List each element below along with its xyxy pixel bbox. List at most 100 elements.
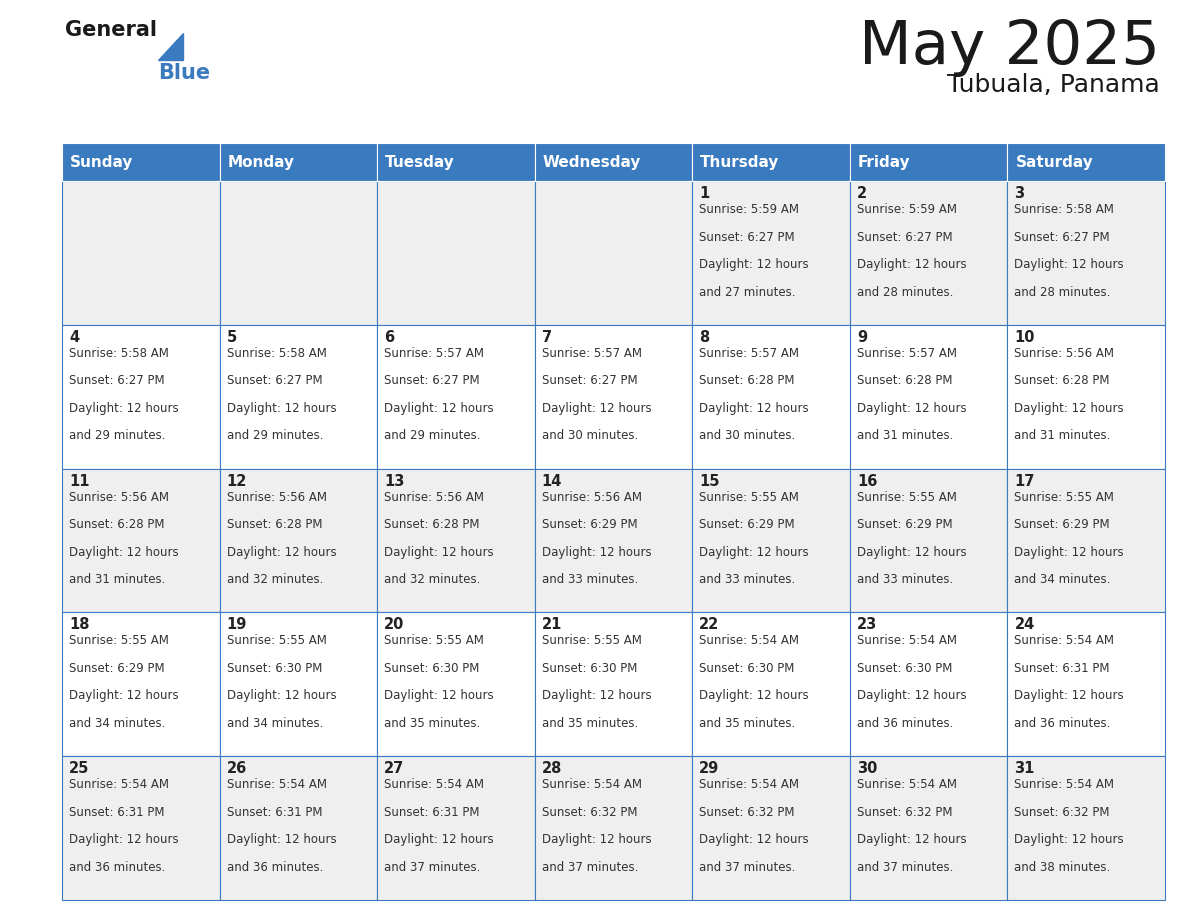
Text: and 34 minutes.: and 34 minutes. — [69, 717, 165, 730]
Bar — [535, 143, 693, 181]
Text: Sunset: 6:30 PM: Sunset: 6:30 PM — [700, 662, 795, 675]
Text: Sunset: 6:27 PM: Sunset: 6:27 PM — [69, 375, 165, 387]
Text: Sunset: 6:31 PM: Sunset: 6:31 PM — [227, 806, 322, 819]
Text: Daylight: 12 hours: Daylight: 12 hours — [1015, 834, 1124, 846]
Bar — [1007, 468, 1165, 612]
Text: Daylight: 12 hours: Daylight: 12 hours — [542, 834, 651, 846]
Text: Daylight: 12 hours: Daylight: 12 hours — [69, 834, 178, 846]
Text: 9: 9 — [857, 330, 867, 345]
Text: Daylight: 12 hours: Daylight: 12 hours — [700, 258, 809, 271]
Bar — [849, 612, 1007, 756]
Text: Daylight: 12 hours: Daylight: 12 hours — [384, 834, 494, 846]
Text: Sunset: 6:28 PM: Sunset: 6:28 PM — [1015, 375, 1110, 387]
Text: Sunrise: 5:54 AM: Sunrise: 5:54 AM — [542, 778, 642, 791]
Text: Sunrise: 5:54 AM: Sunrise: 5:54 AM — [700, 778, 800, 791]
Text: and 36 minutes.: and 36 minutes. — [1015, 717, 1111, 730]
Text: Sunset: 6:27 PM: Sunset: 6:27 PM — [542, 375, 637, 387]
Text: Sunset: 6:27 PM: Sunset: 6:27 PM — [384, 375, 480, 387]
Text: Sunset: 6:30 PM: Sunset: 6:30 PM — [542, 662, 637, 675]
Text: Daylight: 12 hours: Daylight: 12 hours — [227, 402, 336, 415]
Text: Sunset: 6:31 PM: Sunset: 6:31 PM — [1015, 662, 1110, 675]
Bar — [849, 468, 1007, 612]
Text: Sunrise: 5:56 AM: Sunrise: 5:56 AM — [1015, 347, 1114, 360]
Text: 1: 1 — [700, 186, 709, 201]
Text: Sunset: 6:29 PM: Sunset: 6:29 PM — [857, 518, 953, 532]
Text: Daylight: 12 hours: Daylight: 12 hours — [857, 834, 967, 846]
Text: Daylight: 12 hours: Daylight: 12 hours — [69, 545, 178, 559]
Text: Sunset: 6:30 PM: Sunset: 6:30 PM — [857, 662, 953, 675]
Text: and 34 minutes.: and 34 minutes. — [227, 717, 323, 730]
Text: Sunset: 6:28 PM: Sunset: 6:28 PM — [227, 518, 322, 532]
Text: Monday: Monday — [228, 154, 295, 170]
Bar — [220, 468, 377, 612]
Bar — [62, 468, 220, 612]
Text: Sunrise: 5:59 AM: Sunrise: 5:59 AM — [857, 203, 956, 216]
Text: and 30 minutes.: and 30 minutes. — [700, 430, 796, 442]
Bar — [220, 325, 377, 468]
Text: Daylight: 12 hours: Daylight: 12 hours — [227, 689, 336, 702]
Text: 16: 16 — [857, 474, 877, 488]
Text: and 37 minutes.: and 37 minutes. — [542, 861, 638, 874]
Text: and 29 minutes.: and 29 minutes. — [69, 430, 165, 442]
Bar — [62, 181, 220, 325]
Text: Sunset: 6:29 PM: Sunset: 6:29 PM — [69, 662, 165, 675]
Text: Sunrise: 5:56 AM: Sunrise: 5:56 AM — [542, 490, 642, 504]
Text: 19: 19 — [227, 618, 247, 633]
Text: 27: 27 — [384, 761, 404, 777]
Text: 5: 5 — [227, 330, 236, 345]
Text: Sunrise: 5:54 AM: Sunrise: 5:54 AM — [227, 778, 327, 791]
Text: 14: 14 — [542, 474, 562, 488]
Text: and 35 minutes.: and 35 minutes. — [700, 717, 796, 730]
Text: Wednesday: Wednesday — [543, 154, 642, 170]
Bar — [693, 756, 849, 900]
Bar — [693, 612, 849, 756]
Text: Sunrise: 5:55 AM: Sunrise: 5:55 AM — [384, 634, 484, 647]
Text: and 28 minutes.: and 28 minutes. — [857, 285, 953, 298]
Text: and 36 minutes.: and 36 minutes. — [69, 861, 165, 874]
Bar — [220, 181, 377, 325]
Text: and 31 minutes.: and 31 minutes. — [1015, 430, 1111, 442]
Text: Daylight: 12 hours: Daylight: 12 hours — [69, 689, 178, 702]
Text: Daylight: 12 hours: Daylight: 12 hours — [700, 834, 809, 846]
Text: Blue: Blue — [158, 63, 210, 83]
Text: Sunrise: 5:55 AM: Sunrise: 5:55 AM — [1015, 490, 1114, 504]
Text: Sunrise: 5:57 AM: Sunrise: 5:57 AM — [384, 347, 485, 360]
Text: 20: 20 — [384, 618, 405, 633]
Text: Sunset: 6:27 PM: Sunset: 6:27 PM — [227, 375, 322, 387]
Text: and 33 minutes.: and 33 minutes. — [700, 573, 796, 586]
Text: 18: 18 — [69, 618, 89, 633]
Text: Friday: Friday — [858, 154, 910, 170]
Text: and 28 minutes.: and 28 minutes. — [1015, 285, 1111, 298]
Bar — [220, 143, 377, 181]
Text: Sunset: 6:29 PM: Sunset: 6:29 PM — [542, 518, 637, 532]
Text: and 35 minutes.: and 35 minutes. — [542, 717, 638, 730]
Text: Daylight: 12 hours: Daylight: 12 hours — [857, 402, 967, 415]
Text: Tubuala, Panama: Tubuala, Panama — [947, 73, 1159, 97]
Text: Sunday: Sunday — [70, 154, 133, 170]
Text: 30: 30 — [857, 761, 877, 777]
Text: and 30 minutes.: and 30 minutes. — [542, 430, 638, 442]
Text: Sunrise: 5:55 AM: Sunrise: 5:55 AM — [700, 490, 800, 504]
Text: General: General — [65, 20, 157, 40]
Bar — [849, 325, 1007, 468]
Text: 11: 11 — [69, 474, 89, 488]
Text: and 35 minutes.: and 35 minutes. — [384, 717, 480, 730]
Text: May 2025: May 2025 — [859, 18, 1159, 77]
Text: Daylight: 12 hours: Daylight: 12 hours — [384, 402, 494, 415]
Text: Sunrise: 5:58 AM: Sunrise: 5:58 AM — [69, 347, 169, 360]
Bar — [62, 756, 220, 900]
Text: Sunrise: 5:54 AM: Sunrise: 5:54 AM — [384, 778, 485, 791]
Polygon shape — [158, 33, 183, 60]
Text: and 36 minutes.: and 36 minutes. — [857, 717, 953, 730]
Bar — [1007, 612, 1165, 756]
Text: Daylight: 12 hours: Daylight: 12 hours — [1015, 258, 1124, 271]
Bar — [1007, 143, 1165, 181]
Text: 7: 7 — [542, 330, 552, 345]
Text: Sunset: 6:28 PM: Sunset: 6:28 PM — [384, 518, 480, 532]
Bar — [535, 325, 693, 468]
Text: and 33 minutes.: and 33 minutes. — [542, 573, 638, 586]
Text: 4: 4 — [69, 330, 80, 345]
Text: Sunset: 6:27 PM: Sunset: 6:27 PM — [1015, 230, 1110, 243]
Bar — [377, 756, 535, 900]
Text: and 32 minutes.: and 32 minutes. — [384, 573, 480, 586]
